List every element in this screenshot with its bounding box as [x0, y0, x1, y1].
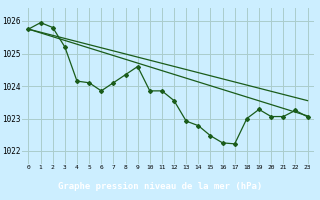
Text: Graphe pression niveau de la mer (hPa): Graphe pression niveau de la mer (hPa) [58, 182, 262, 191]
